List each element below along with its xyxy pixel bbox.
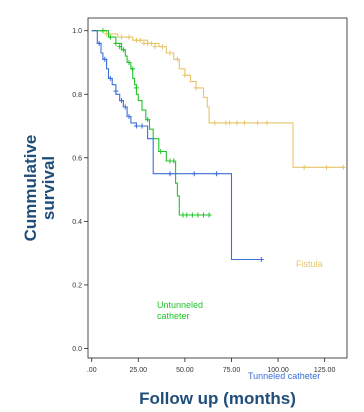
censor-mark (258, 256, 264, 262)
censor-mark (133, 85, 139, 91)
censor-mark (113, 40, 119, 46)
x-tick-label: 125.00 (314, 367, 336, 374)
censor-mark (102, 56, 108, 62)
censor-mark (119, 34, 125, 40)
censor-mark (107, 34, 113, 40)
censor-mark (119, 98, 125, 104)
y-axis-label-line: Cummulative (21, 135, 40, 242)
censor-mark (206, 212, 212, 218)
censor-mark (171, 158, 177, 164)
series-label: Fistula (296, 259, 323, 269)
censor-mark (234, 120, 240, 126)
censor-mark (96, 40, 102, 46)
y-tick-label: 0.6 (72, 155, 82, 162)
censor-mark (191, 171, 197, 177)
censor-mark (182, 72, 188, 78)
series-tunneled-catheter (91, 30, 264, 262)
censor-mark (255, 120, 261, 126)
y-axis-label: Cummulativesurvival (21, 135, 58, 242)
censor-mark (130, 66, 136, 72)
survival-curve (91, 30, 262, 261)
y-axis-ticks: 0.0 0.2 0.4 0.6 0.8 1.0 (72, 28, 88, 353)
censor-mark (137, 37, 143, 43)
censor-mark (212, 120, 218, 126)
x-axis-label: Follow up (months) (139, 389, 296, 408)
y-tick-label: 0.4 (72, 219, 82, 226)
censor-mark (167, 171, 173, 177)
series-layer (91, 28, 346, 262)
x-tick-label: .00 (87, 367, 97, 374)
censor-mark (301, 164, 307, 170)
y-tick-label: 0.2 (72, 282, 82, 289)
censor-mark (189, 212, 195, 218)
series-untunneled-catheter (91, 28, 212, 218)
censor-mark (160, 44, 166, 50)
survival-curve (91, 30, 210, 216)
x-axis-ticks: .00 25.00 50.00 75.00 100.00 125.00 (87, 358, 336, 374)
censor-mark (214, 171, 220, 177)
y-tick-label: 0.8 (72, 92, 82, 99)
y-tick-label: 1.0 (72, 28, 82, 35)
plot-area (87, 17, 348, 359)
censor-mark (145, 117, 151, 123)
censor-mark (120, 47, 126, 53)
censor-mark (193, 85, 199, 91)
censor-mark (242, 120, 248, 126)
censor-mark (117, 44, 123, 50)
censor-mark (227, 120, 233, 126)
censor-mark (324, 164, 330, 170)
censor-mark (340, 164, 346, 170)
censor-mark (122, 104, 128, 110)
censor-mark (126, 114, 132, 120)
series-label: Tunneled catheter (248, 371, 320, 381)
y-axis-label-line: survival (39, 156, 58, 220)
censor-mark (152, 44, 158, 50)
censor-mark (126, 34, 132, 40)
censor-mark (126, 59, 132, 65)
censor-mark (148, 40, 154, 46)
censor-mark (107, 75, 113, 81)
censor-mark (195, 212, 201, 218)
series-fistula (91, 30, 346, 170)
censor-mark (158, 148, 164, 154)
censor-mark (264, 120, 270, 126)
survival-curve (91, 30, 344, 168)
censor-mark (167, 50, 173, 56)
censor-mark (174, 56, 180, 62)
censor-mark (139, 123, 145, 129)
x-tick-label: 75.00 (223, 367, 241, 374)
censor-mark (184, 212, 190, 218)
x-tick-label: 25.00 (130, 367, 148, 374)
x-tick-label: 50.00 (176, 367, 194, 374)
series-label: Untunneled (157, 300, 203, 310)
x-tick-label: 100.00 (267, 367, 289, 374)
censor-mark (133, 123, 139, 129)
censor-mark (113, 88, 119, 94)
censor-mark (201, 212, 207, 218)
y-tick-label: 0.0 (72, 346, 82, 353)
series-label: catheter (157, 311, 190, 321)
censor-mark (100, 28, 106, 34)
